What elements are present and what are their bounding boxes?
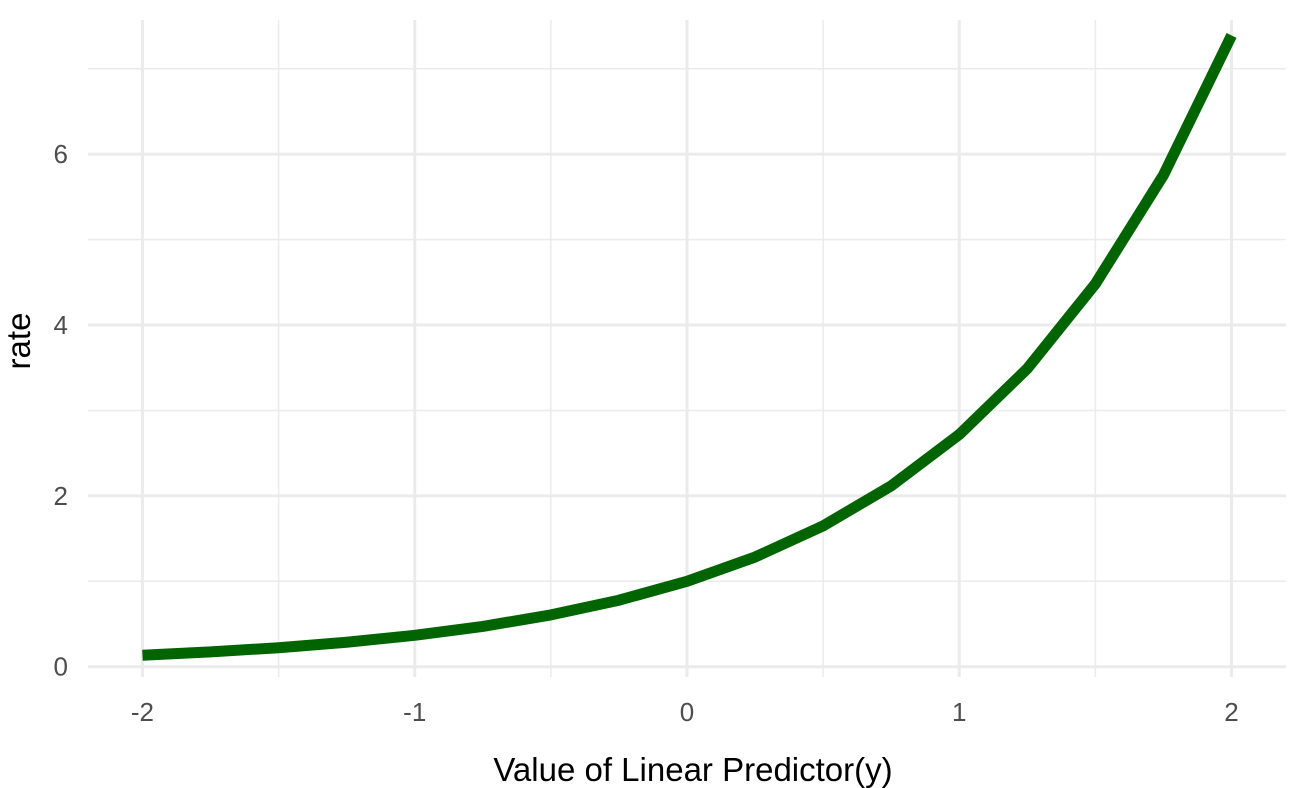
- series-layer: [142, 33, 1237, 661]
- x-axis-title: Value of Linear Predictor(y): [493, 751, 892, 788]
- x-tick-label: 0: [680, 697, 694, 727]
- x-tick-label: -2: [131, 697, 154, 727]
- x-tick-label: -1: [403, 697, 426, 727]
- y-axis-tick-labels: 0 2 4 6: [54, 139, 68, 682]
- y-tick-label: 0: [54, 652, 68, 682]
- major-gridlines: [88, 20, 1286, 677]
- y-tick-label: 2: [54, 481, 68, 511]
- x-tick-label: 2: [1224, 697, 1238, 727]
- y-tick-label: 4: [54, 310, 68, 340]
- series-line: [142, 33, 1237, 661]
- x-axis-tick-labels: -2 -1 0 1 2: [131, 697, 1239, 727]
- y-tick-label: 6: [54, 139, 68, 169]
- x-tick-label: 1: [952, 697, 966, 727]
- y-axis-title: rate: [0, 313, 37, 370]
